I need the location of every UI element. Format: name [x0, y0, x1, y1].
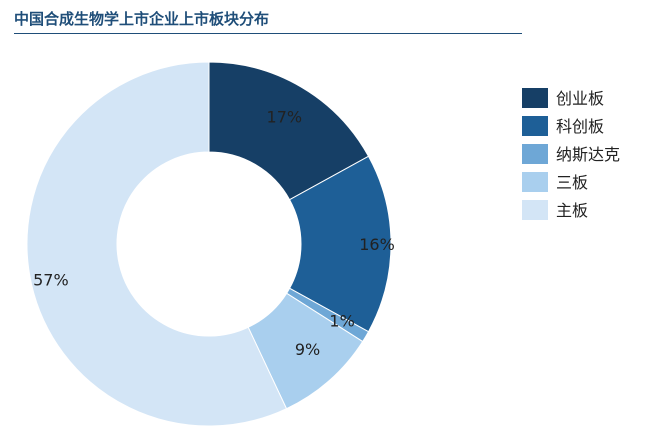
legend-swatch-5 [522, 200, 548, 220]
chart-title: 中国合成生物学上市企业上市板块分布 [14, 10, 270, 28]
slice-5 [26, 61, 288, 427]
legend-label-4: 三板 [556, 173, 588, 192]
slice-2 [288, 155, 392, 333]
slice-label-1: 17% [267, 108, 303, 127]
legend-label-3: 纳斯达克 [556, 145, 620, 164]
legend-swatch-1 [522, 88, 548, 108]
donut-slices [26, 61, 392, 427]
title-underline [14, 33, 522, 34]
legend-label-1: 创业板 [556, 89, 604, 108]
slice-label-5: 57% [33, 270, 69, 289]
legend-swatch-2 [522, 116, 548, 136]
slice-labels: 17% 16% 1% 9% 57% [33, 108, 395, 359]
slice-1 [208, 61, 370, 201]
legend-swatch-3 [522, 144, 548, 164]
legend-label-2: 科创板 [556, 117, 604, 136]
legend-swatch-4 [522, 172, 548, 192]
slice-label-4: 9% [295, 340, 320, 359]
slice-label-2: 16% [359, 235, 395, 254]
slice-label-3: 1% [329, 311, 354, 330]
legend-label-5: 主板 [556, 201, 588, 220]
